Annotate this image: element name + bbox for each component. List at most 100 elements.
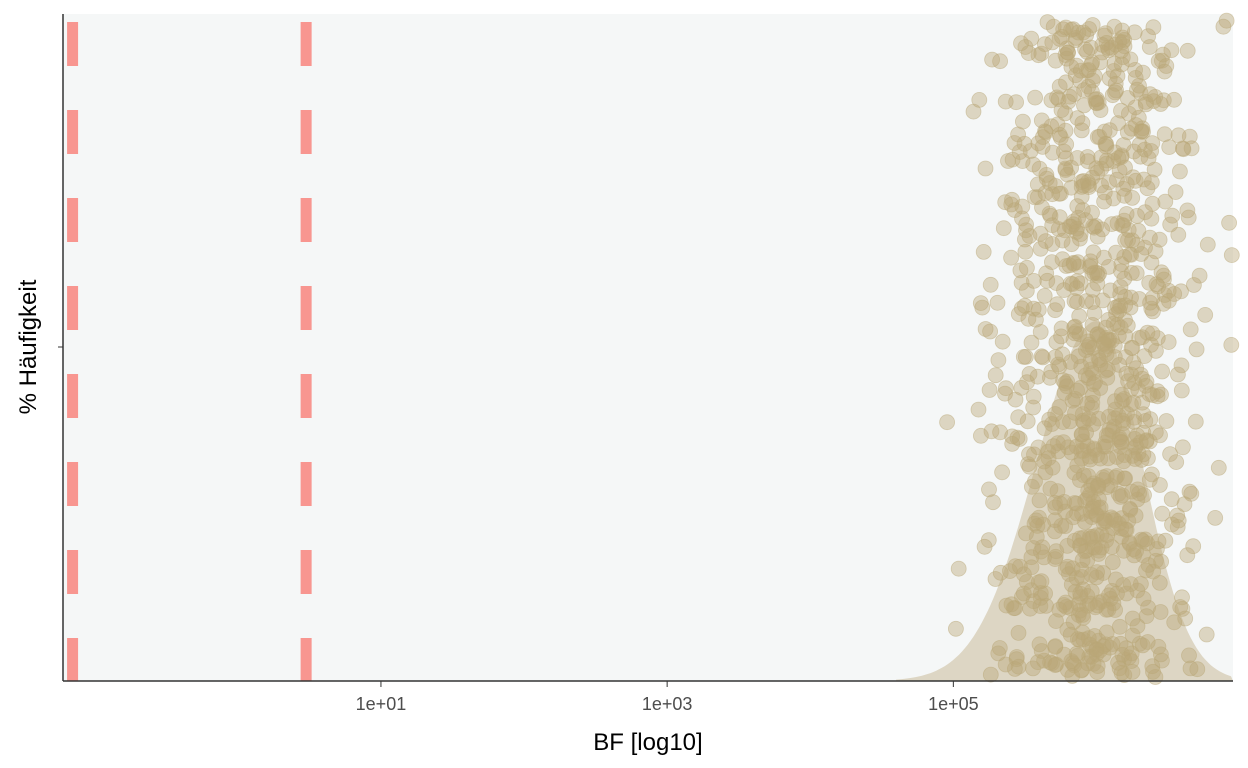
data-point — [971, 92, 988, 108]
data-point — [1181, 483, 1198, 500]
data-point — [1121, 536, 1138, 552]
data-point — [1119, 124, 1136, 141]
data-point — [1084, 169, 1101, 186]
data-point — [1179, 547, 1196, 564]
data-point — [1012, 262, 1029, 279]
data-point — [1091, 265, 1107, 282]
data-point — [1067, 404, 1083, 421]
data-point — [975, 243, 992, 260]
data-point — [1051, 185, 1068, 202]
data-point — [1025, 388, 1042, 405]
data-point — [1116, 447, 1133, 464]
data-point — [1120, 513, 1137, 529]
data-point — [998, 380, 1014, 397]
data-point — [1069, 254, 1086, 271]
data-point — [1015, 348, 1032, 365]
data-point — [1185, 538, 1202, 555]
data-point — [1068, 280, 1085, 297]
data-point — [1095, 469, 1112, 486]
data-point — [1084, 83, 1100, 100]
data-point — [1049, 435, 1066, 452]
data-point — [1084, 54, 1100, 71]
data-point — [1059, 378, 1075, 395]
data-point — [1053, 518, 1070, 534]
data-point — [1038, 166, 1055, 183]
data-point — [1103, 216, 1120, 233]
data-point — [998, 597, 1015, 614]
data-point — [1023, 334, 1040, 351]
data-point — [1174, 601, 1191, 617]
data-point — [1049, 116, 1066, 133]
data-point — [1127, 172, 1144, 189]
data-point — [1175, 439, 1191, 456]
x-tick-label: 1e+03 — [642, 694, 693, 714]
data-point — [1177, 610, 1194, 627]
data-point — [1052, 129, 1069, 146]
data-point — [989, 294, 1006, 311]
data-point — [1174, 589, 1190, 606]
data-point — [1009, 429, 1026, 446]
data-point — [1097, 319, 1114, 336]
data-point — [1114, 34, 1131, 51]
data-point — [1090, 479, 1107, 496]
data-point — [1131, 291, 1148, 307]
data-point — [1092, 54, 1109, 71]
data-point — [1017, 231, 1033, 248]
data-point — [973, 427, 989, 444]
data-point — [1089, 228, 1106, 245]
data-point — [1027, 473, 1043, 490]
data-point — [1020, 45, 1037, 61]
data-point — [1131, 77, 1147, 94]
data-point — [1151, 231, 1168, 248]
x-ticks: 1e+01 1e+03 1e+05 — [356, 681, 979, 714]
density-area — [896, 321, 1233, 681]
data-point — [1048, 543, 1065, 560]
data-point — [1170, 127, 1187, 144]
data-point — [1060, 93, 1077, 110]
data-point — [1103, 539, 1120, 555]
data-point — [1153, 646, 1169, 663]
data-point — [1074, 426, 1090, 443]
data-point — [1128, 360, 1145, 377]
data-point — [1099, 527, 1115, 543]
data-point — [1111, 162, 1128, 179]
data-point — [1037, 123, 1053, 140]
data-point — [1120, 373, 1136, 390]
data-point — [1133, 123, 1150, 140]
data-point — [950, 560, 967, 577]
data-point — [1044, 254, 1060, 271]
data-point — [1014, 153, 1031, 170]
data-point — [1210, 459, 1227, 476]
data-point — [1080, 339, 1096, 356]
data-point — [1044, 459, 1061, 476]
data-point — [1021, 446, 1037, 463]
data-point — [1146, 161, 1163, 178]
data-point — [1158, 58, 1175, 74]
data-point — [1173, 357, 1190, 374]
data-point — [1067, 32, 1084, 49]
data-point — [1138, 373, 1155, 390]
data-point — [1189, 661, 1206, 678]
data-point — [1057, 503, 1074, 520]
data-point — [1168, 454, 1185, 471]
data-point — [1094, 292, 1111, 309]
data-point — [1007, 558, 1024, 575]
data-point — [1038, 170, 1055, 187]
data-point — [1129, 481, 1146, 498]
data-point — [1089, 275, 1106, 292]
data-point — [1022, 600, 1038, 617]
data-point — [1084, 387, 1101, 404]
data-point — [1033, 573, 1050, 590]
data-point — [1082, 253, 1099, 270]
data-point — [1135, 171, 1152, 188]
x-axis-title: BF [log10] — [593, 729, 702, 756]
data-point — [1143, 300, 1160, 317]
data-point — [1198, 626, 1215, 643]
data-point — [1157, 193, 1174, 210]
data-point — [1129, 207, 1145, 224]
data-point — [992, 564, 1009, 581]
data-point — [1036, 453, 1052, 470]
data-point — [1187, 413, 1204, 430]
data-point — [1019, 374, 1035, 391]
data-point — [1161, 292, 1177, 309]
